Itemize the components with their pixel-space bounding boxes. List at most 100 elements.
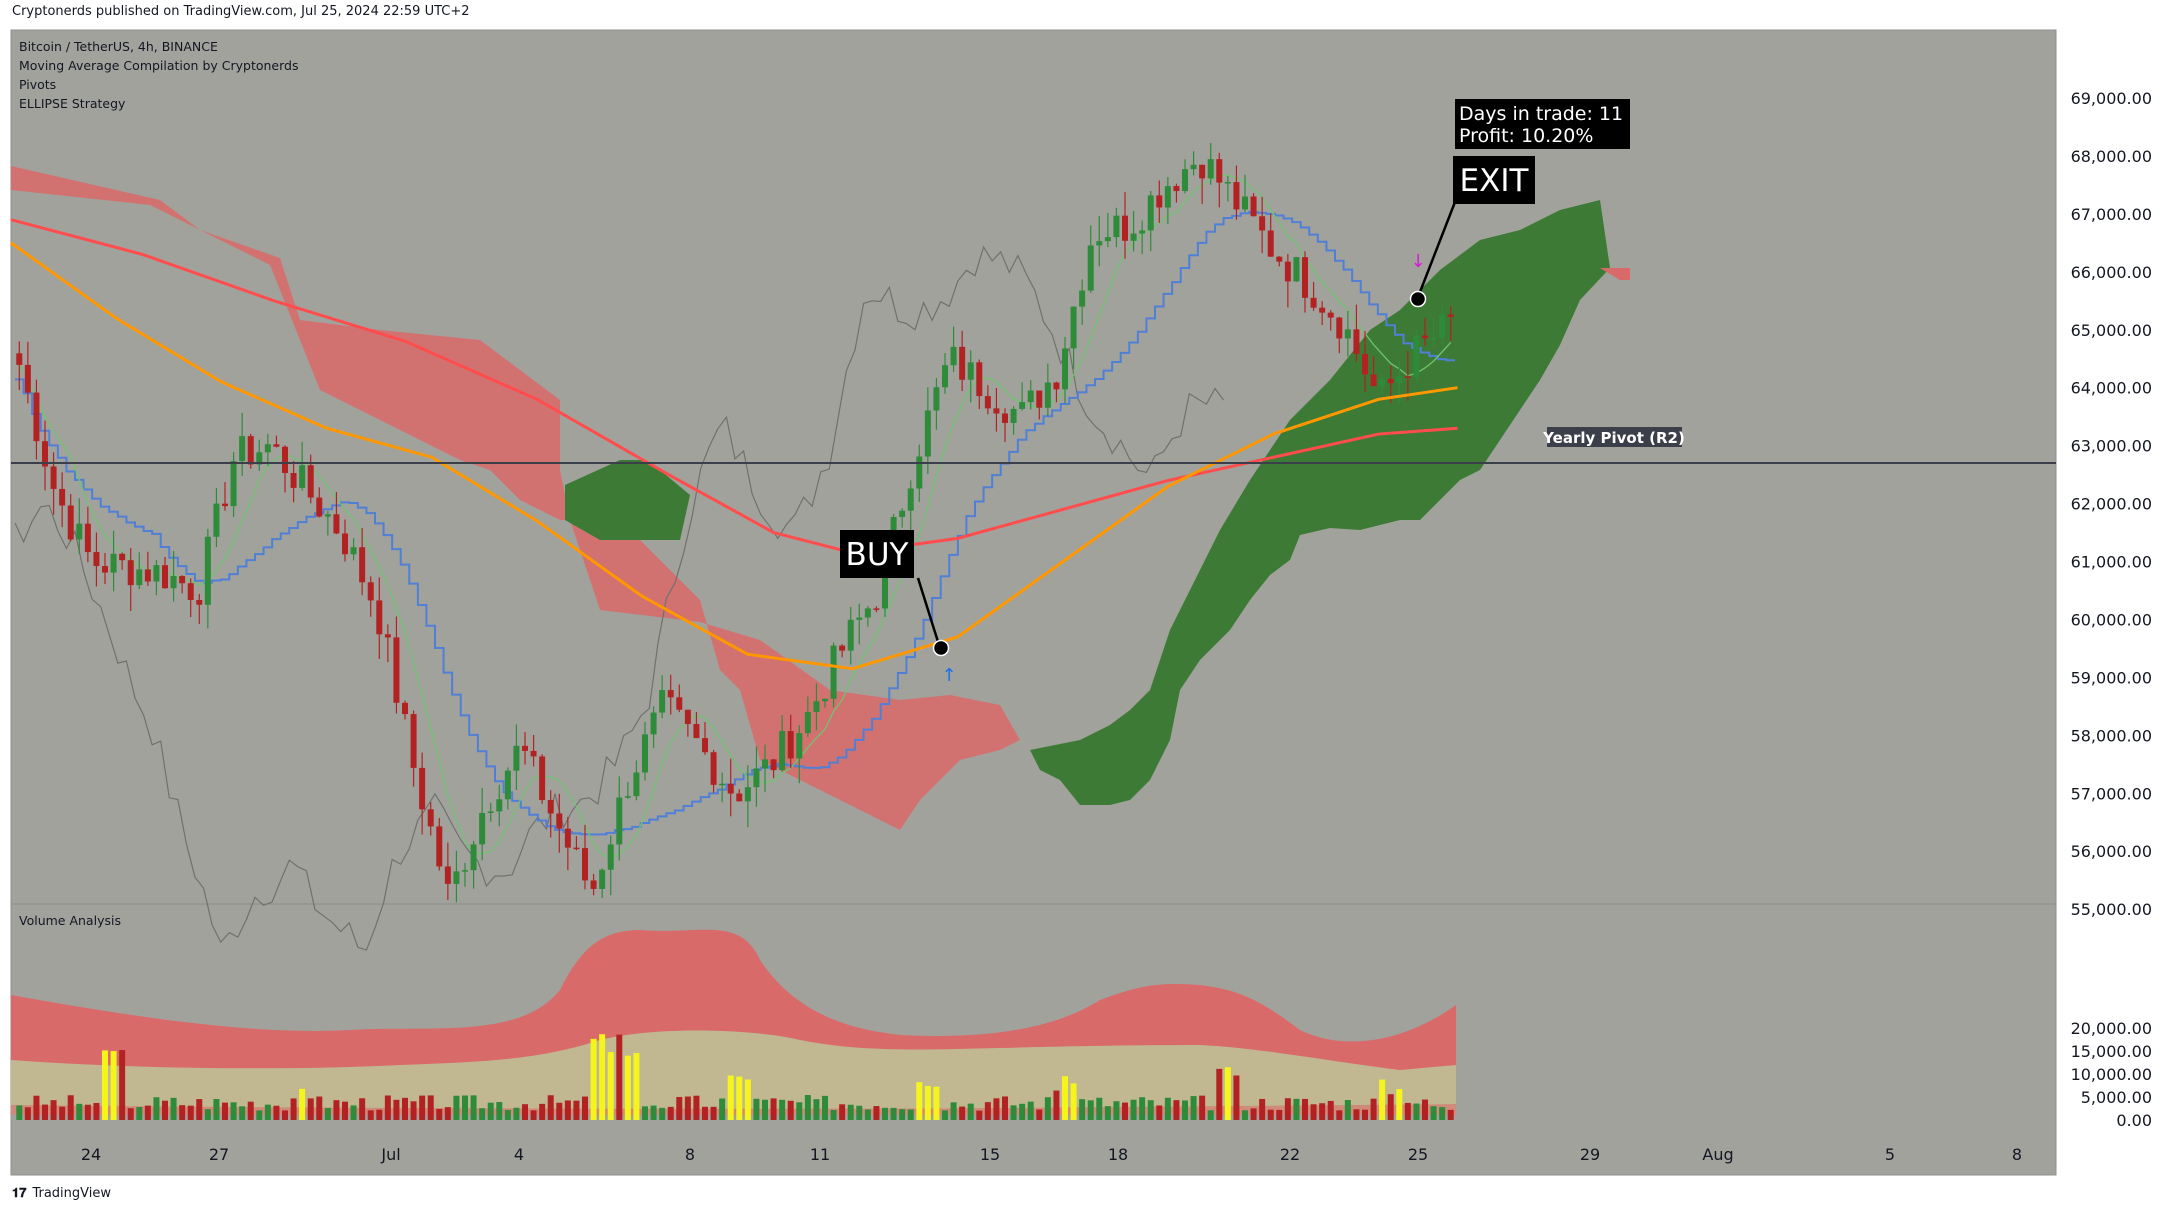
candle-body	[1087, 245, 1094, 291]
candle-body	[1259, 216, 1266, 231]
volume-bar	[1156, 1105, 1163, 1120]
trade-markers: BUY ↑ EXIT ↓ Days in trade: 11 Profit: 1…	[840, 99, 1630, 686]
candle-body	[376, 600, 383, 635]
candle-body	[933, 387, 940, 411]
volume-bar	[1396, 1089, 1403, 1120]
price-axis[interactable]: 55,000.00 56,000.00 57,000.00 58,000.00 59,0…	[2071, 89, 2152, 919]
volume-bar	[359, 1098, 366, 1120]
volume-bar	[1267, 1109, 1274, 1120]
volume-bar	[1104, 1106, 1111, 1120]
volume-bar	[230, 1102, 237, 1120]
candle-body	[984, 396, 991, 409]
price-tick-label: 59,000.00	[2071, 668, 2152, 687]
candle-body	[1344, 329, 1351, 339]
candle-body	[1430, 337, 1437, 340]
candle-body	[102, 566, 108, 573]
candle-body	[762, 759, 768, 769]
candle-body	[350, 547, 357, 555]
publish-header: Cryptonerds published on TradingView.com…	[12, 4, 470, 19]
candle-body	[1310, 297, 1317, 308]
candle-body	[359, 547, 366, 583]
volume-bar	[616, 1034, 623, 1120]
time-tick-label: Jul	[380, 1145, 400, 1164]
volume-bar	[1113, 1101, 1120, 1120]
volume-bar	[367, 1110, 374, 1120]
candle-body	[222, 503, 228, 507]
volume-bar	[976, 1110, 983, 1120]
trade-info-box	[1455, 99, 1630, 149]
volume-tick-label: 0.00	[2116, 1111, 2152, 1130]
volume-bar	[479, 1108, 486, 1120]
candle-body	[1302, 257, 1308, 298]
candle-body	[144, 569, 151, 582]
volume-bar	[513, 1107, 520, 1120]
price-tick-label: 57,000.00	[2071, 784, 2152, 803]
candle-body	[1139, 230, 1146, 234]
candle-body	[1164, 186, 1171, 208]
exit-marker	[1409, 290, 1427, 308]
volume-bar	[770, 1098, 777, 1120]
volume-bar	[222, 1102, 228, 1120]
candle-body	[1404, 376, 1411, 378]
price-chart[interactable]: Yearly Pivot (R2) BUY ↑ EXIT ↓ Days in t…	[0, 0, 2167, 1180]
volume-bar	[710, 1106, 717, 1120]
candle-body	[950, 346, 957, 366]
volume-bar	[693, 1095, 700, 1120]
candle-body	[67, 505, 74, 540]
candle-body	[1396, 376, 1403, 384]
ma-orange-line	[10, 241, 1458, 671]
candle-body	[42, 441, 48, 467]
volume-axis[interactable]: 0.00 5,000.00 10,000.00 15,000.00 20,000.00	[2071, 1019, 2152, 1130]
candle-body	[616, 797, 623, 845]
volume-bar	[427, 1095, 434, 1120]
volume-bar	[1242, 1110, 1248, 1120]
candle-body	[830, 645, 837, 699]
volume-bar	[642, 1106, 648, 1120]
volume-bar	[504, 1109, 511, 1120]
volume-bar	[950, 1102, 957, 1120]
candle-body	[273, 444, 280, 447]
volume-bar	[1139, 1097, 1146, 1120]
volume-bar	[76, 1103, 83, 1120]
pivot-label-text: Yearly Pivot (R2)	[1542, 429, 1685, 447]
footer-brand: 𝟏𝟕 TradingView	[12, 1186, 111, 1201]
candle-body	[1104, 237, 1111, 242]
candle-body	[1190, 164, 1197, 170]
price-tick-label: 55,000.00	[2071, 900, 2152, 919]
volume-bar	[1344, 1100, 1351, 1120]
volume-bar	[1190, 1096, 1197, 1120]
candle-body	[247, 436, 254, 465]
candle-body	[736, 793, 743, 802]
volume-bar	[1173, 1100, 1180, 1120]
candle-body	[582, 848, 588, 881]
volume-bar	[736, 1076, 743, 1120]
volume-bar	[556, 1102, 563, 1120]
volume-bar	[676, 1096, 683, 1120]
kijun-line	[15, 211, 1455, 836]
volume-bar	[213, 1099, 220, 1120]
time-axis[interactable]: 24 27 Jul 4 8 11 15 18 22 25 29 Aug 5 8	[81, 1145, 2022, 1164]
candle-body	[847, 619, 854, 651]
candle-body	[1130, 233, 1137, 241]
volume-bar	[1319, 1103, 1326, 1120]
time-tick-label: 24	[81, 1145, 101, 1164]
volume-bar	[1130, 1099, 1137, 1120]
ichimoku-cloud	[11, 166, 1630, 830]
candle-body	[787, 731, 794, 759]
candle-body	[410, 714, 417, 768]
volume-bar	[1062, 1076, 1068, 1120]
volume-bar	[282, 1110, 288, 1120]
volume-bar	[727, 1075, 734, 1120]
volume-mid-band	[11, 1030, 1456, 1115]
volume-bar	[1370, 1098, 1377, 1120]
price-tick-label: 67,000.00	[2071, 205, 2152, 224]
volume-bar	[419, 1095, 426, 1120]
candle-body	[256, 452, 263, 465]
candle-body	[1199, 164, 1206, 179]
cloud-green-segment	[1030, 200, 1610, 805]
volume-bar	[547, 1095, 554, 1120]
exit-label-box	[1453, 156, 1535, 204]
volume-bar	[273, 1105, 280, 1120]
indicator-ma: Moving Average Compilation by Cryptonerd…	[19, 58, 299, 73]
volume-bar	[1284, 1098, 1291, 1120]
